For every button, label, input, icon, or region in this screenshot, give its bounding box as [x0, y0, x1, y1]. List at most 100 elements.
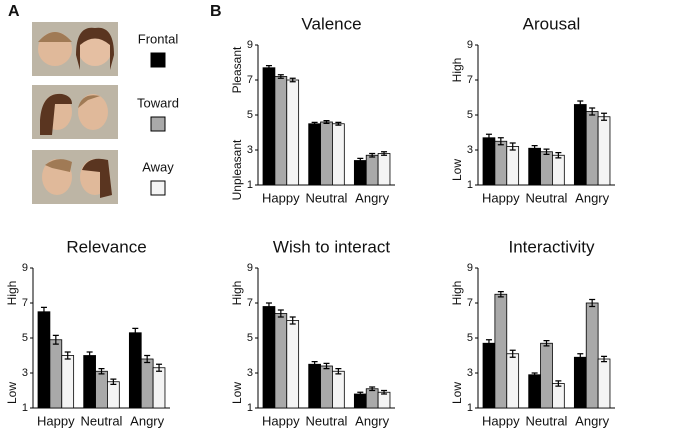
bar [506, 353, 520, 409]
error-bar [485, 133, 492, 142]
error-bar [289, 77, 296, 83]
x-tick-label: Neutral [526, 190, 568, 205]
bar [482, 342, 496, 409]
bar [320, 365, 333, 409]
error-bar [265, 302, 272, 311]
y-tick-label: 5 [467, 109, 473, 121]
y-tick-label: 3 [467, 144, 473, 156]
bar [320, 121, 333, 186]
y-tick-label: 7 [467, 74, 473, 86]
x-tick-label: Happy [482, 413, 520, 428]
bar [377, 153, 391, 186]
bar [286, 320, 300, 409]
bar [573, 356, 587, 409]
chart-title: Wish to interact [273, 237, 390, 256]
error-bar [601, 355, 608, 363]
error-bar [577, 353, 584, 362]
y-annotation: Pleasant [230, 46, 244, 93]
x-tick-label: Neutral [526, 413, 568, 428]
error-bar [311, 361, 318, 368]
bar [49, 339, 63, 409]
bar [262, 306, 276, 409]
y-tick-label: 7 [22, 297, 28, 309]
y-annotation: High [5, 281, 19, 306]
error-bar [543, 148, 550, 155]
error-bar [589, 107, 596, 116]
error-bar [589, 298, 596, 308]
error-bar [323, 120, 330, 124]
x-tick-label: Angry [355, 190, 389, 205]
y-annotation: High [450, 281, 464, 306]
error-bar [369, 386, 376, 392]
error-bar [369, 152, 376, 158]
x-tick-label: Neutral [306, 190, 348, 205]
error-bar [381, 389, 388, 395]
error-bar [497, 291, 504, 298]
panel-label: B [210, 3, 222, 20]
y-tick-label: 1 [22, 402, 28, 414]
legend-swatch [150, 52, 166, 68]
error-bar [497, 137, 504, 146]
bar [37, 311, 51, 409]
bar [482, 137, 496, 186]
bar [528, 147, 541, 186]
error-bar [40, 306, 47, 317]
x-tick-label: Angry [575, 190, 609, 205]
bar [286, 79, 300, 186]
bar [95, 370, 108, 409]
bar [61, 355, 75, 409]
error-bar [156, 363, 163, 372]
x-tick-label: Neutral [81, 413, 123, 428]
bar [308, 363, 321, 409]
bar [140, 358, 154, 409]
error-bar [323, 362, 330, 370]
y-tick-label: 9 [467, 39, 473, 51]
error-bar [277, 309, 284, 318]
bar [365, 154, 379, 186]
bar [506, 146, 520, 186]
y-tick-label: 9 [247, 262, 253, 274]
bar [494, 293, 508, 409]
bar [274, 313, 288, 409]
y-annotation: High [450, 58, 464, 83]
legend-label: Frontal [138, 31, 179, 46]
x-tick-label: Happy [482, 190, 520, 205]
y-tick-label: 1 [247, 402, 253, 414]
error-bar [509, 349, 516, 358]
x-tick-label: Neutral [306, 413, 348, 428]
error-bar [277, 74, 284, 79]
y-tick-label: 1 [467, 179, 473, 191]
legend-swatch [150, 116, 166, 132]
error-bar [485, 339, 492, 348]
bar [540, 342, 553, 409]
bar [552, 154, 565, 186]
error-bar [509, 142, 516, 151]
error-bar [531, 372, 538, 378]
error-bar [64, 351, 71, 360]
y-tick-label: 7 [467, 297, 473, 309]
x-tick-label: Angry [130, 413, 164, 428]
error-bar [52, 334, 59, 345]
panel-label: A [8, 3, 20, 20]
error-bar [132, 327, 139, 338]
x-tick-label: Angry [575, 413, 609, 428]
error-bar [601, 112, 608, 121]
chart-title: Relevance [66, 237, 146, 256]
y-tick-label: 3 [467, 367, 473, 379]
legend-label: Away [142, 159, 174, 174]
bar [365, 388, 379, 409]
chart-title: Arousal [523, 14, 581, 33]
error-bar [289, 316, 296, 325]
y-tick-label: 9 [247, 39, 253, 51]
error-bar [86, 351, 93, 360]
y-annotation: Unpleasant [230, 139, 244, 200]
error-bar [381, 151, 388, 156]
y-annotation: Low [230, 382, 244, 404]
bar [262, 67, 276, 186]
error-bar [265, 65, 272, 71]
error-bar [555, 152, 562, 159]
error-bar [335, 368, 342, 375]
bar [573, 104, 587, 186]
y-tick-label: 3 [247, 144, 253, 156]
